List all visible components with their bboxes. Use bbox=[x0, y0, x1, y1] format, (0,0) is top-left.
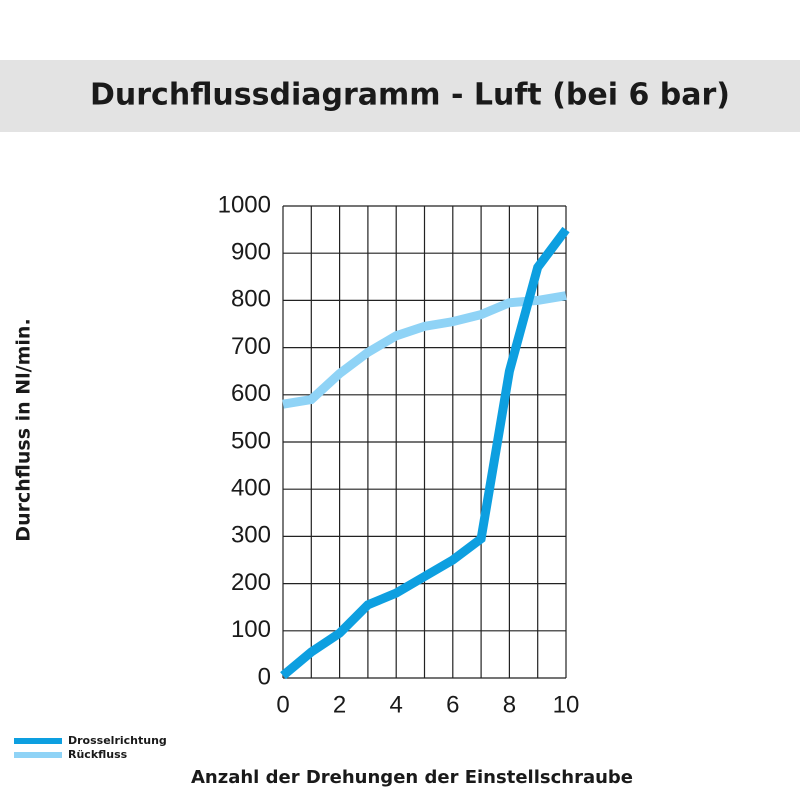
title-band bbox=[0, 60, 800, 132]
x-tick-label: 0 bbox=[276, 691, 289, 718]
x-tick-label: 8 bbox=[503, 691, 516, 718]
chart-title: Durchflussdiagramm - Luft (bei 6 bar) bbox=[90, 78, 730, 113]
y-tick-label: 500 bbox=[231, 427, 271, 454]
y-tick-label: 0 bbox=[258, 663, 271, 690]
legend-label: Rückfluss bbox=[68, 748, 128, 761]
x-tick-label: 2 bbox=[333, 691, 346, 718]
y-tick-label: 700 bbox=[231, 333, 271, 360]
y-tick-label: 800 bbox=[231, 286, 271, 313]
x-axis-label: Anzahl der Drehungen der Einstellschraub… bbox=[191, 767, 633, 788]
x-tick-label: 10 bbox=[553, 691, 580, 718]
y-tick-label: 100 bbox=[231, 616, 271, 643]
line-series bbox=[282, 291, 567, 409]
legend-label: Drosselrichtung bbox=[68, 734, 167, 747]
x-tick-label: 4 bbox=[390, 691, 403, 718]
y-axis-label: Durchfluss in Nl/min. bbox=[13, 318, 35, 541]
line-series bbox=[280, 226, 570, 680]
x-tick-label: 6 bbox=[446, 691, 459, 718]
y-tick-label: 1000 bbox=[218, 191, 271, 218]
y-tick-label: 400 bbox=[231, 475, 271, 502]
y-tick-label: 900 bbox=[231, 239, 271, 266]
y-tick-label: 300 bbox=[231, 522, 271, 549]
y-tick-label: 600 bbox=[231, 380, 271, 407]
y-tick-label: 200 bbox=[231, 569, 271, 596]
